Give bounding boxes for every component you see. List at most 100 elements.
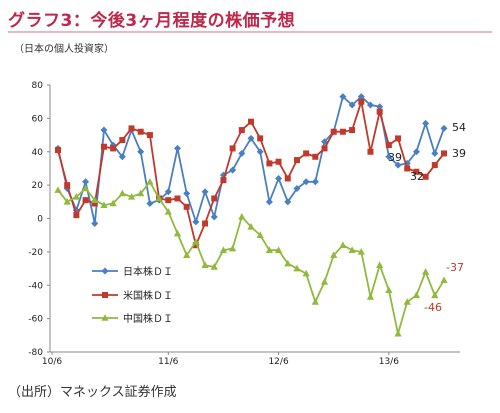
y-tick-label: -20: [28, 248, 43, 258]
data-point: [440, 124, 448, 132]
data-point: [366, 293, 375, 300]
data-point: [349, 127, 356, 134]
data-point: [174, 195, 181, 202]
data-point: [394, 329, 402, 337]
data-point: [183, 203, 190, 210]
data-point: [293, 157, 300, 164]
data-point: [137, 128, 144, 135]
data-point: [173, 144, 181, 152]
data-point: [91, 220, 99, 228]
x-tick-label: 10/6: [42, 357, 62, 367]
end-label: -37: [446, 261, 464, 274]
data-point: [192, 238, 200, 245]
data-point: [395, 135, 402, 142]
data-point: [394, 161, 402, 169]
annotation-label: -46: [424, 301, 442, 314]
data-point: [110, 145, 117, 152]
data-point: [91, 196, 99, 203]
data-point: [229, 166, 237, 174]
data-point: [265, 198, 273, 206]
data-point: [183, 251, 191, 259]
data-point: [440, 276, 448, 284]
data-point: [403, 298, 411, 305]
data-point: [248, 118, 254, 125]
data-point: [210, 213, 218, 221]
series-3: [54, 177, 448, 337]
data-point: [413, 168, 420, 175]
data-point: [376, 108, 383, 115]
y-tick-label: -80: [28, 348, 43, 358]
data-point: [422, 119, 430, 127]
data-point: [128, 125, 135, 132]
legend-label: 米国株ＤＩ: [123, 289, 173, 302]
data-point: [321, 145, 328, 152]
data-point: [367, 148, 374, 155]
data-point: [348, 101, 356, 109]
legend-marker: [101, 267, 109, 275]
data-point: [247, 134, 255, 142]
data-point: [320, 278, 329, 285]
data-point: [385, 153, 393, 161]
data-point: [238, 127, 245, 134]
data-point: [441, 150, 447, 157]
data-point: [100, 126, 108, 134]
data-point: [202, 220, 209, 227]
data-point: [256, 148, 264, 156]
data-point: [404, 165, 411, 172]
data-point: [238, 149, 246, 157]
data-point: [63, 198, 71, 205]
chart-subtitle: （日本の個人投資家）: [14, 44, 114, 55]
data-point: [275, 174, 283, 182]
y-tick-label: 40: [32, 148, 44, 158]
data-point: [266, 160, 273, 167]
x-tick-label: 12/6: [268, 357, 288, 367]
data-point: [72, 193, 80, 200]
y-tick-label: -40: [28, 281, 43, 291]
data-point: [64, 182, 71, 189]
data-point: [311, 298, 319, 305]
y-tick-label: 0: [37, 215, 43, 225]
title-underline: [8, 31, 492, 33]
data-point: [265, 246, 273, 254]
data-point: [229, 145, 236, 152]
legend-item: 日本株ＤＩ: [92, 265, 173, 278]
data-point: [275, 158, 282, 165]
data-point: [302, 178, 310, 186]
data-point: [238, 213, 246, 220]
series-line: [57, 180, 445, 334]
data-point: [211, 195, 218, 202]
legend-marker: [101, 314, 109, 321]
data-point: [137, 189, 145, 197]
data-point: [55, 147, 61, 154]
data-point: [412, 148, 420, 156]
data-point: [109, 199, 117, 207]
data-point: [137, 148, 145, 156]
data-point: [385, 286, 393, 294]
data-point: [201, 188, 209, 196]
data-point: [73, 212, 80, 219]
data-point: [330, 251, 338, 259]
legend-label: 日本株ＤＩ: [123, 265, 173, 278]
data-point: [330, 128, 337, 135]
y-tick-label: 80: [32, 81, 44, 91]
legend-label: 中国株ＤＩ: [123, 312, 173, 325]
data-point: [357, 248, 365, 255]
data-point: [274, 246, 283, 254]
data-point: [366, 101, 374, 109]
data-point: [303, 150, 310, 157]
data-point: [82, 197, 89, 204]
data-point: [257, 135, 264, 142]
data-point: [119, 137, 126, 144]
data-point: [284, 198, 292, 206]
data-point: [118, 153, 126, 161]
annotation-label: 39: [388, 151, 402, 164]
data-point: [431, 162, 438, 169]
legend-item: 中国株ＤＩ: [92, 312, 173, 325]
data-point: [100, 201, 108, 208]
chart-title: グラフ3：今後3ヶ月程度の株価予想: [8, 11, 296, 31]
legend-marker: [102, 292, 108, 298]
data-point: [376, 261, 384, 269]
data-point: [165, 197, 172, 204]
